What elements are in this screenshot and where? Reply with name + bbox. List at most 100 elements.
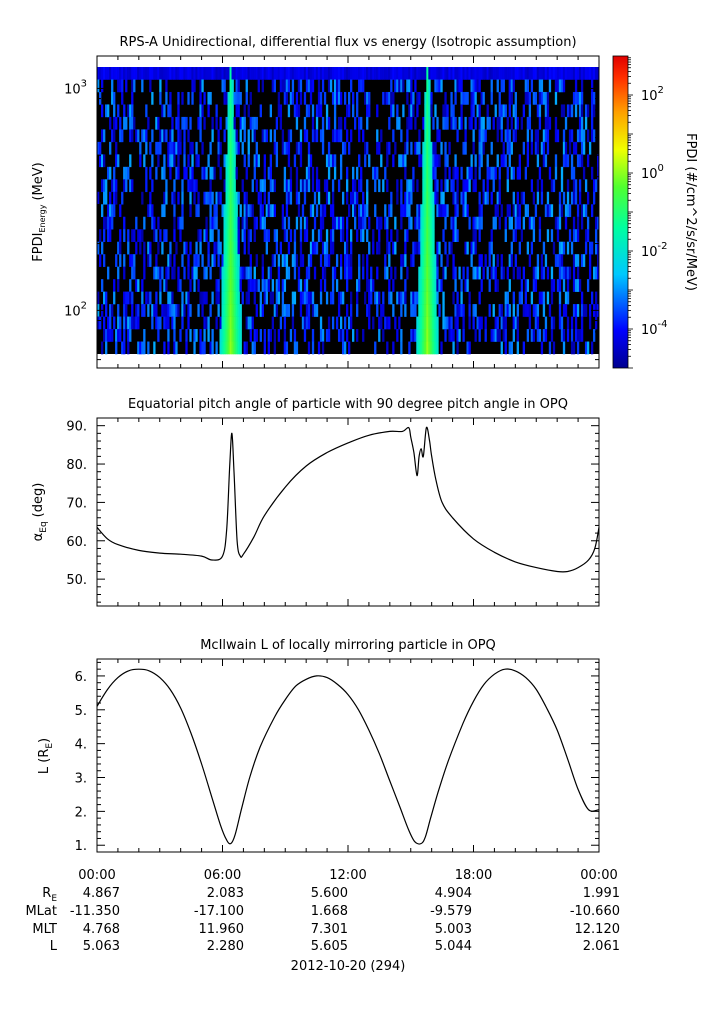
heatmap-cell (590, 204, 594, 218)
heatmap-cell (201, 67, 204, 80)
heatmap-cell (570, 166, 574, 180)
heatmap-cell (480, 279, 483, 292)
heatmap-cell (237, 229, 240, 242)
heatmap-cell (335, 91, 339, 105)
heatmap-cell (368, 67, 371, 80)
heatmap-cell (566, 154, 570, 168)
heatmap-cell (139, 341, 142, 355)
heatmap-cell (574, 329, 578, 342)
heatmap-cell (582, 129, 586, 143)
heatmap-cell (404, 229, 407, 242)
heatmap-cell (199, 229, 202, 242)
heatmap-cell (339, 91, 343, 105)
heatmap-cell (101, 154, 104, 168)
heatmap-cell (145, 141, 148, 155)
heatmap-cell (434, 304, 437, 317)
heatmap-cell (532, 91, 536, 105)
heatmap-cell (237, 254, 240, 267)
heatmap-cell (125, 116, 128, 130)
heatmap-cell (548, 116, 552, 130)
heatmap-cell (261, 204, 264, 218)
heatmap-cell (107, 67, 110, 80)
heatmap-cell (458, 329, 461, 342)
heatmap-cell (556, 229, 560, 242)
ephemeris-value: 5.605 (311, 939, 348, 954)
heatmap-cell (263, 216, 266, 230)
heatmap-cell (183, 166, 186, 180)
heatmap-cell (500, 341, 503, 355)
heatmap-cell (350, 266, 353, 280)
heatmap-cell (544, 329, 548, 342)
heatmap-cell (337, 79, 341, 93)
heatmap-cell (540, 91, 544, 105)
heatmap-cell (524, 91, 528, 105)
heatmap-cell (380, 129, 383, 143)
heatmap-cell (231, 341, 234, 355)
heatmap-cell (183, 266, 186, 280)
heatmap-cell (362, 329, 365, 342)
heatmap-cell (281, 141, 285, 155)
heatmap-cell (301, 291, 305, 305)
heatmap-cell (199, 116, 202, 130)
heatmap-cell (229, 229, 232, 242)
heatmap-cell (592, 266, 596, 280)
heatmap-cell (119, 229, 122, 242)
heatmap-cell (299, 291, 303, 305)
heatmap-cell (404, 67, 407, 80)
heatmap-cell (356, 304, 359, 317)
heatmap-cell (494, 266, 497, 280)
heatmap-cell (259, 104, 262, 118)
heatmap-cell (402, 204, 405, 218)
heatmap-cell (354, 116, 357, 130)
heatmap-cell (422, 116, 425, 130)
heatmap-cell (293, 341, 297, 355)
heatmap-cell (321, 116, 325, 130)
heatmap-cell (345, 166, 349, 180)
heatmap-cell (366, 179, 369, 193)
heatmap-cell (135, 279, 138, 292)
heatmap-cell (466, 166, 469, 180)
heatmap-cell (572, 179, 576, 193)
heatmap-cell (123, 166, 126, 180)
heatmap-cell (343, 254, 347, 267)
heatmap-cell (478, 191, 481, 205)
heatmap-cell (175, 341, 178, 355)
heatmap-cell (502, 329, 505, 342)
heatmap-cell (486, 154, 489, 168)
heatmap-cell (229, 266, 232, 280)
heatmap-cell (594, 179, 598, 193)
heatmap-cell (261, 79, 264, 93)
heatmap-cell (227, 329, 230, 342)
heatmap-cell (329, 204, 333, 218)
heatmap-cell (287, 104, 291, 118)
heatmap-cell (574, 104, 578, 118)
heatmap-cell (476, 67, 479, 80)
heatmap-cell (560, 241, 564, 255)
heatmap-cell (564, 291, 568, 305)
heatmap-cell (103, 216, 106, 230)
heatmap-cell (281, 254, 285, 267)
heatmap-cell (233, 216, 236, 230)
heatmap-cell (171, 141, 174, 155)
heatmap-cell (239, 279, 242, 292)
heatmap-cell (358, 179, 361, 193)
heatmap-cell (402, 291, 405, 305)
heatmap-cell (420, 67, 423, 80)
heatmap-cell (524, 279, 528, 292)
mcilwain-panel: McIlwain L of locally mirroring particle… (37, 638, 600, 854)
heatmap-cell (376, 67, 379, 80)
heatmap-cell (281, 79, 285, 93)
heatmap-cell (372, 67, 375, 80)
heatmap-cell (396, 79, 399, 93)
heatmap-cell (550, 179, 554, 193)
heatmap-cell (231, 229, 234, 242)
heatmap-cell (229, 141, 232, 155)
heatmap-cell (169, 291, 172, 305)
heatmap-cell (307, 179, 311, 193)
heatmap-cell (267, 191, 270, 205)
heatmap-cell (352, 329, 355, 342)
heatmap-cell (275, 229, 279, 242)
heatmap-cell (558, 216, 562, 230)
heatmap-cell (173, 254, 176, 267)
